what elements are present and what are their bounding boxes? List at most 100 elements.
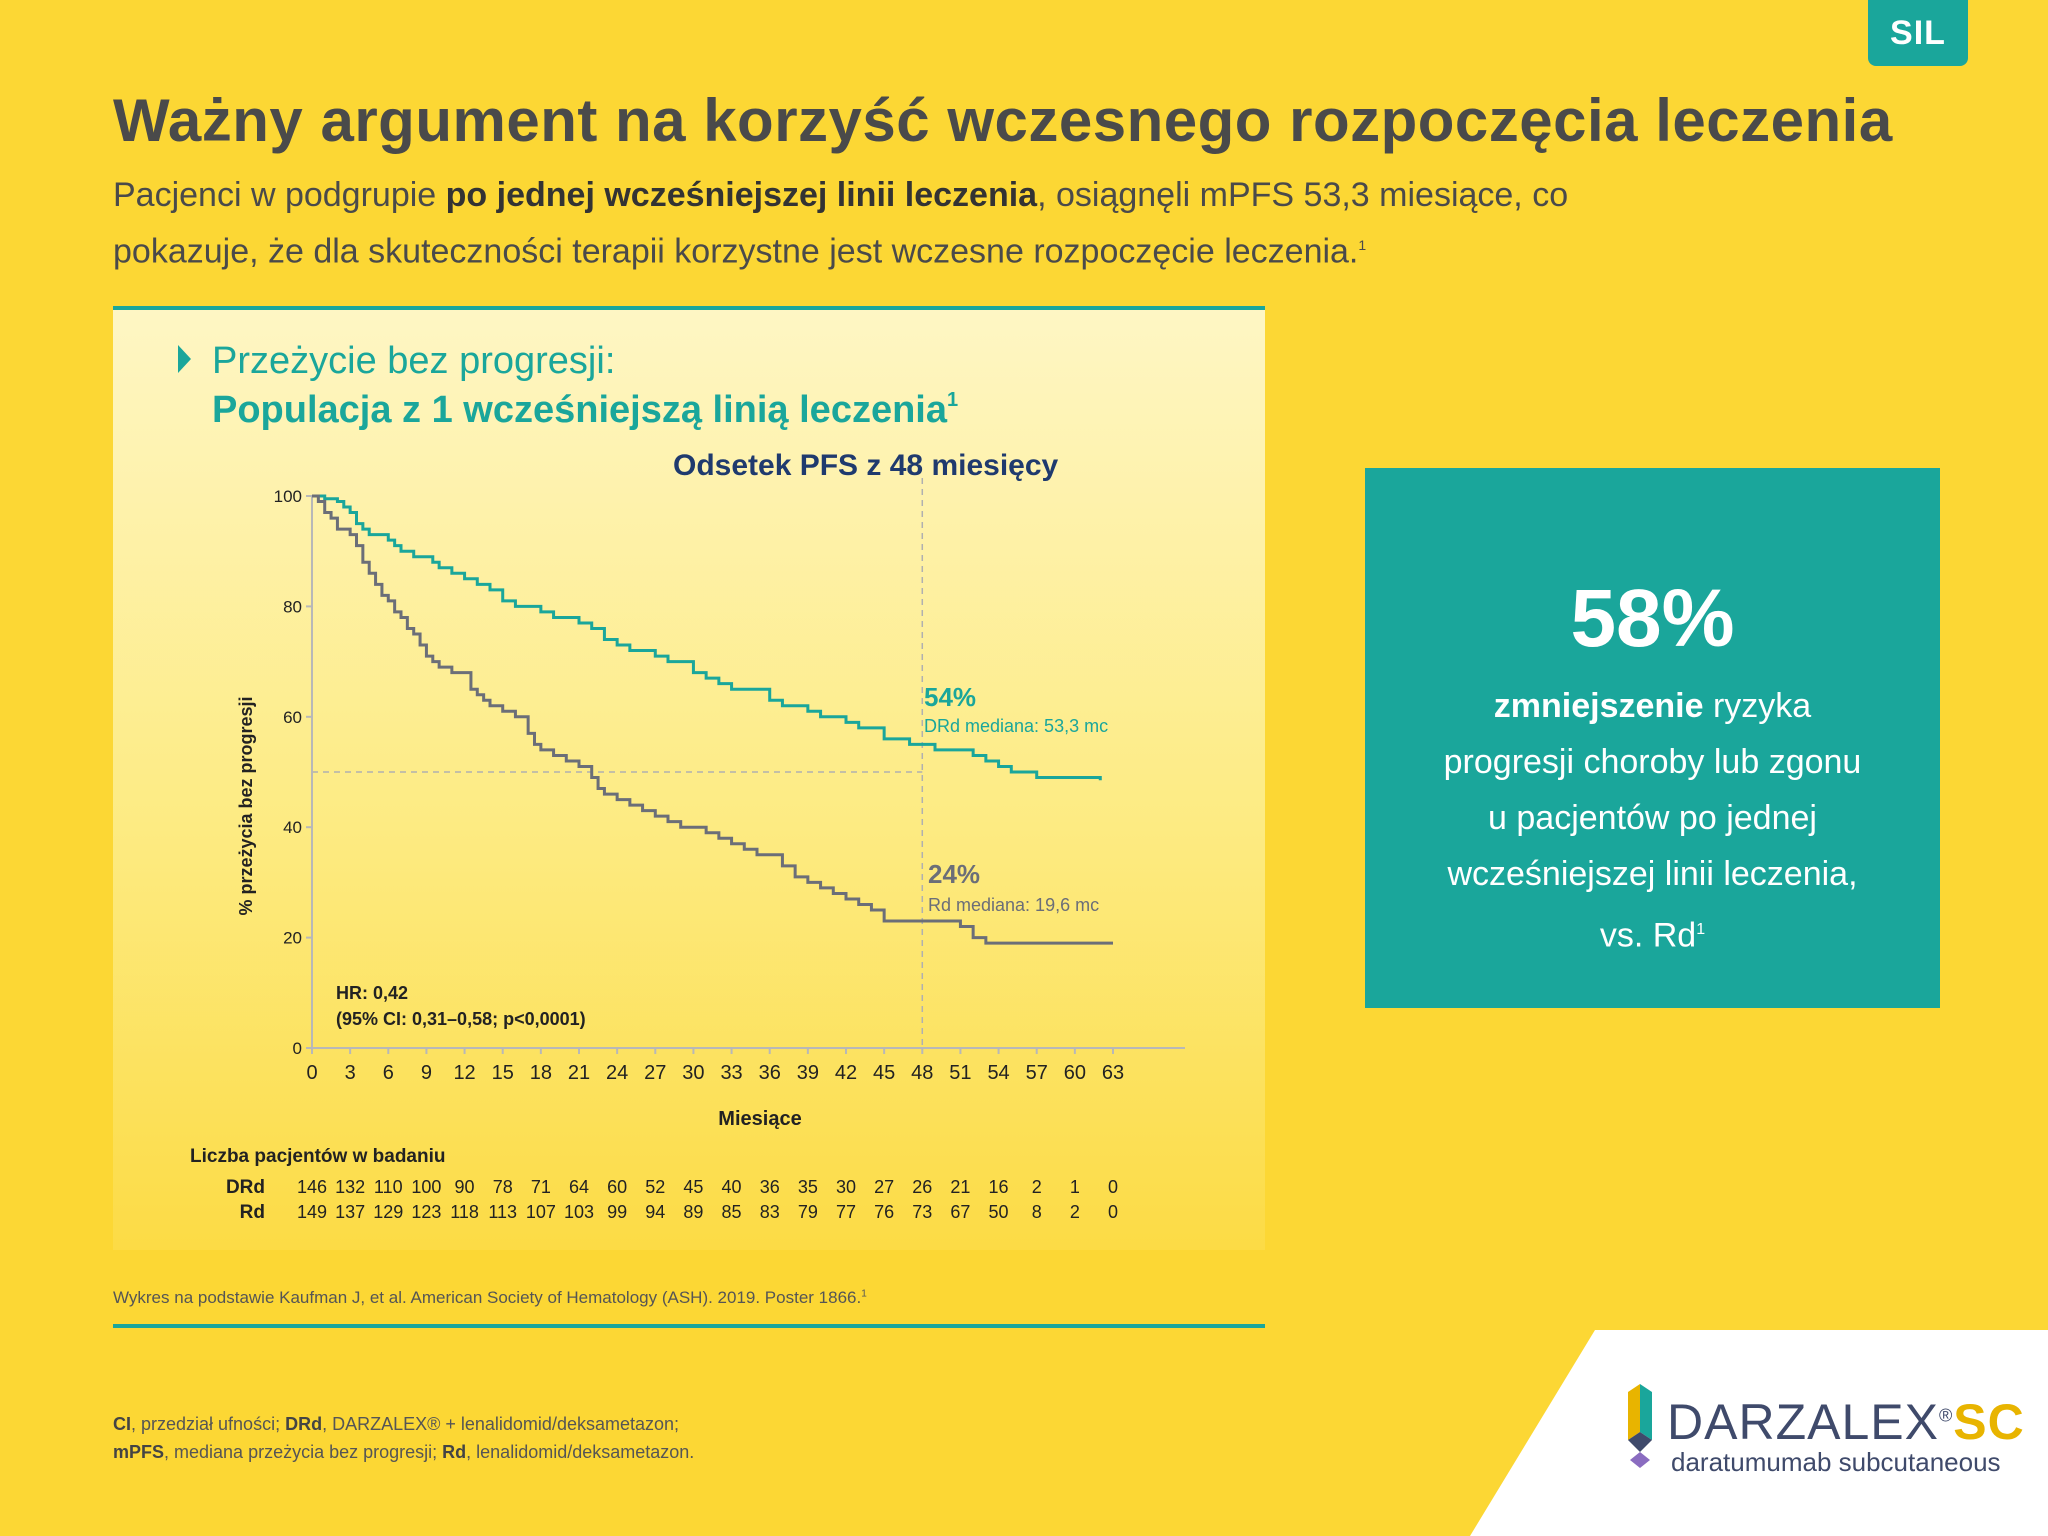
darzalex-logo: DARZALEX®SC daratumumab subcutaneous: [1625, 1393, 2025, 1478]
footnote-rd-text: , lenalidomid/deksametazon.: [466, 1442, 695, 1462]
x-tick-label: 63: [1102, 1062, 1124, 1084]
page-title: Ważny argument na korzyść wczesnego rozp…: [113, 87, 1893, 154]
subtitle-part2: , osiągnęli mPFS 53,3 miesiące, co pokaz…: [113, 176, 1569, 271]
stat-box: 58% zmniejszenie ryzyka progresji chorob…: [1365, 468, 1940, 1008]
chart-heading-ref: 1: [947, 389, 958, 411]
drd-pct-label: 54%: [924, 682, 976, 712]
at-risk-cell: 50: [989, 1202, 1009, 1222]
source-text: Wykres na podstawie Kaufman J, et al. Am…: [113, 1288, 862, 1307]
stat-line3: u pacjentów po jednej: [1488, 799, 1817, 837]
x-tick-label: 6: [383, 1062, 394, 1084]
at-risk-cell: 83: [760, 1202, 780, 1222]
x-tick-label: 45: [873, 1062, 895, 1084]
x-tick-label: 15: [492, 1062, 514, 1084]
at-risk-cell: 30: [836, 1177, 856, 1197]
x-tick-label: 54: [987, 1062, 1009, 1084]
chart-annotation: Odsetek PFS z 48 miesięcy: [673, 449, 1059, 482]
series-layer: [312, 494, 1113, 945]
footnote-mpfs-text: , mediana przeżycia bez progresji;: [164, 1442, 443, 1462]
stat-ref: 1: [1696, 921, 1706, 938]
at-risk-cell: 27: [874, 1177, 894, 1197]
logo-reg: ®: [1938, 1405, 1954, 1426]
at-risk-cell: 137: [335, 1202, 365, 1222]
logo-name-text: DARZALEX: [1667, 1394, 1939, 1450]
heading-arrow-icon: [178, 345, 191, 373]
footnote-drd-text: , DARZALEX® + lenalidomid/deksametazon;: [322, 1414, 680, 1434]
subtitle-bold: po jednej wcześniejszej linii leczenia: [445, 176, 1038, 214]
logo-name: DARZALEX®SC: [1667, 1393, 2025, 1451]
y-tick-label: 40: [283, 818, 302, 837]
at-risk-cell: 1: [1070, 1177, 1080, 1197]
x-tick-label: 57: [1026, 1062, 1048, 1084]
y-tick-label: 20: [283, 929, 302, 948]
at-risk-cell: 2: [1032, 1177, 1042, 1197]
drd-median-label: DRd mediana: 53,3 mc: [924, 716, 1108, 736]
at-risk-cell: 110: [374, 1177, 403, 1197]
at-risk-cell: 35: [798, 1177, 818, 1197]
at-risk-cell: 60: [607, 1177, 627, 1197]
at-risk-cell: 64: [569, 1177, 589, 1197]
x-tick-label: 12: [453, 1062, 475, 1084]
at-risk-cell: 78: [493, 1177, 513, 1197]
stat-line4: wcześniejszej linii leczenia,: [1447, 855, 1858, 893]
footnote-ci-abbr: CI: [113, 1414, 131, 1434]
at-risk-cell: 129: [373, 1202, 403, 1222]
at-risk-row-label: DRd: [226, 1177, 265, 1198]
y-axis-label: % przeżycia bez progresji: [236, 696, 256, 915]
y-tick-label: 100: [274, 487, 302, 506]
at-risk-cell: 113: [488, 1202, 517, 1222]
rd-median-label: Rd mediana: 19,6 mc: [928, 895, 1099, 915]
at-risk-cell: 85: [722, 1202, 742, 1222]
at-risk-table: DRd 146 132 110 100 90 78 71 64 60 52 45 40 36 35 30 27 2…: [226, 1177, 1118, 1223]
at-risk-cell: 26: [912, 1177, 932, 1197]
subtitle-part1: Pacjenci w podgrupie: [113, 176, 446, 214]
x-tick-label: 27: [644, 1062, 666, 1084]
at-risk-cell: 118: [450, 1202, 479, 1222]
at-risk-cell: 99: [607, 1202, 627, 1222]
stat-line5: vs. Rd: [1599, 916, 1697, 955]
at-risk-cell: 73: [912, 1202, 932, 1222]
at-risk-cell: 8: [1032, 1202, 1042, 1222]
at-risk-cell: 21: [950, 1177, 970, 1197]
at-risk-cell: 40: [722, 1177, 742, 1197]
at-risk-cell: 90: [455, 1177, 475, 1197]
at-risk-cell: 45: [683, 1177, 703, 1197]
y-tick-label: 80: [283, 597, 302, 616]
series-line-rd: [312, 494, 1113, 945]
at-risk-cell: 71: [531, 1177, 551, 1197]
at-risk-cell: 94: [645, 1202, 665, 1222]
at-risk-cell: 77: [836, 1202, 856, 1222]
footnote-rd-abbr: Rd: [442, 1442, 467, 1462]
at-risk-cell: 2: [1070, 1202, 1080, 1222]
at-risk-cell: 103: [564, 1202, 594, 1222]
stat-value: 58%: [1570, 573, 1735, 664]
at-risk-cell: 123: [411, 1202, 441, 1222]
grid-layer: [312, 478, 924, 1048]
x-tick-label: 0: [306, 1062, 317, 1084]
stat-line1: ryzyka: [1703, 687, 1812, 725]
x-axis-label: Miesiące: [718, 1108, 801, 1130]
logo-subtitle: daratumumab subcutaneous: [1671, 1447, 2001, 1477]
at-risk-cell: 52: [645, 1177, 665, 1197]
at-risk-title: Liczba pacjentów w badaniu: [190, 1146, 445, 1167]
footnote-ci-text: , przedział ufności;: [131, 1414, 286, 1434]
at-risk-cell: 107: [526, 1202, 556, 1222]
at-risk-cell: 76: [874, 1202, 894, 1222]
at-risk-cell: 149: [297, 1202, 327, 1222]
subtitle-ref: 1: [1358, 237, 1367, 253]
footnote: CI, przedział ufności; DRd, DARZALEX® + …: [113, 1410, 694, 1466]
at-risk-cell: 0: [1108, 1177, 1118, 1197]
rd-pct-label: 24%: [928, 859, 980, 889]
at-risk-cell: 36: [760, 1177, 780, 1197]
y-tick-label: 0: [293, 1039, 302, 1058]
x-tick-label: 30: [682, 1062, 704, 1084]
x-tick-label: 3: [345, 1062, 356, 1084]
stat-bold: zmniejszenie: [1493, 687, 1704, 725]
x-tick-label: 42: [835, 1062, 857, 1084]
at-risk-cell: 89: [683, 1202, 703, 1222]
stat-line2: progresji choroby lub zgonu: [1443, 743, 1862, 781]
x-tick-label: 36: [759, 1062, 781, 1084]
at-risk-cell: 100: [411, 1177, 441, 1197]
